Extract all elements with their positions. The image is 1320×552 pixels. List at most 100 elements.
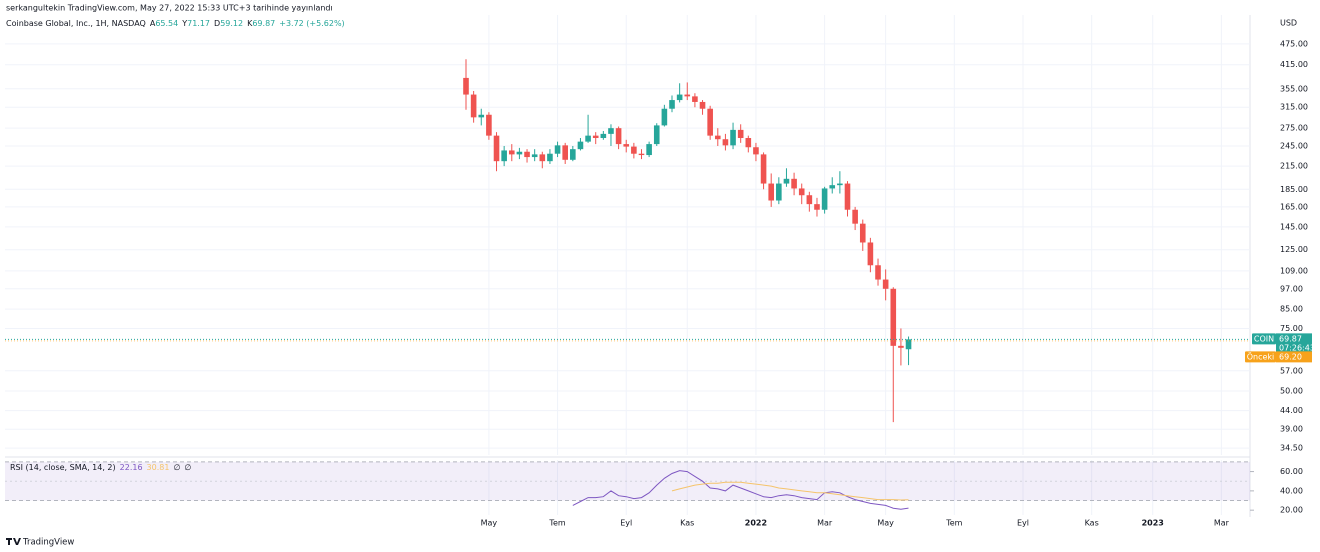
candle-body	[638, 153, 645, 156]
x-tick-label: 2022	[745, 519, 767, 528]
candle-body	[478, 114, 485, 118]
candle-body	[463, 77, 469, 95]
candle-body	[577, 141, 584, 150]
candle-body	[867, 242, 874, 266]
candle-body	[890, 288, 897, 346]
rsi-tick-label: 20.00	[1280, 506, 1303, 515]
previous-tag-label: Önceki	[1247, 351, 1275, 361]
candle-body	[730, 129, 736, 146]
candle-body	[676, 94, 683, 101]
candle-body	[760, 154, 767, 184]
candle-body	[829, 185, 836, 189]
candle-body	[875, 265, 881, 280]
candle-body	[791, 178, 797, 189]
y-tick-label: 315.00	[1280, 103, 1308, 112]
ohlc-label: K	[247, 19, 253, 28]
candle-body	[608, 128, 614, 134]
rsi-extra: ∅	[184, 463, 191, 472]
ohlc-value: 71.17	[187, 19, 210, 28]
y-tick-label: 50.00	[1280, 386, 1303, 395]
candle-body	[768, 183, 774, 201]
candle-body	[692, 96, 698, 102]
y-tick-label: 275.00	[1280, 124, 1308, 133]
x-tick-label: Eyl	[1017, 519, 1029, 528]
candle-body	[905, 339, 912, 350]
y-tick-label: 85.00	[1280, 305, 1303, 314]
candle-body	[646, 144, 652, 156]
symbol-tag-label: COIN	[1254, 334, 1274, 343]
y-tick-label: 57.00	[1280, 366, 1303, 375]
previous-tag	[1245, 351, 1276, 363]
candle-body	[508, 150, 515, 155]
candle-body	[714, 135, 721, 140]
candle-body	[516, 151, 523, 155]
x-tick-label: Kas	[680, 519, 694, 528]
candle-body	[753, 147, 759, 155]
symbol-tag	[1252, 333, 1276, 345]
y-tick-label: 355.00	[1280, 84, 1308, 93]
previous-price-tag	[1276, 351, 1312, 363]
y-tick-label: 97.00	[1280, 284, 1303, 293]
brand: TradingView	[22, 538, 74, 548]
ohlc-label: Y	[181, 19, 187, 28]
rsi-band	[5, 461, 1250, 501]
candle-body	[524, 151, 530, 158]
candle-body	[493, 135, 500, 162]
y-tick-label: 125.00	[1280, 245, 1308, 254]
candle-body	[539, 154, 546, 162]
y-tick-label: 165.00	[1280, 202, 1308, 211]
y-tick-label: 215.00	[1280, 162, 1308, 171]
candle-body	[821, 188, 828, 210]
rsi-line	[671, 481, 909, 501]
candle-body	[661, 108, 668, 126]
symbol-name: Coinbase Global, Inc., 1H, NASDAQ	[6, 19, 146, 28]
ohlc-value: 59.12	[220, 19, 243, 28]
candle-body	[653, 125, 660, 145]
brand-logo	[6, 538, 21, 545]
candle-body	[898, 345, 904, 348]
currency: USD	[1280, 19, 1297, 28]
candle-body	[615, 128, 622, 145]
candle-body	[501, 150, 507, 162]
y-tick-label: 415.00	[1280, 60, 1308, 69]
candle-body	[745, 138, 752, 148]
candle-body	[859, 223, 866, 243]
x-tick-label: Tem	[945, 519, 962, 528]
candle-body	[562, 145, 568, 160]
price-tag-value: 69.87	[1279, 334, 1302, 343]
author-line: serkangultekin TradingView.com, May 27, …	[6, 4, 333, 13]
candle-body	[631, 146, 637, 154]
candle-body	[852, 209, 858, 224]
candle-body	[684, 94, 691, 97]
y-tick-label: 475.00	[1280, 39, 1308, 48]
candle-body	[806, 195, 813, 205]
x-tick-label: May	[481, 519, 498, 528]
candle-body	[814, 204, 820, 210]
y-tick-label: 145.00	[1280, 222, 1308, 231]
candle-body	[531, 154, 538, 158]
ohlc-value: 69.87	[252, 19, 275, 28]
y-tick-label: 75.00	[1280, 324, 1303, 333]
rsi-tick-label: 60.00	[1280, 467, 1303, 476]
candle-body	[547, 153, 553, 162]
candle-body	[585, 135, 591, 142]
price-tag	[1276, 333, 1312, 354]
candle-body	[699, 101, 706, 109]
y-tick-label: 245.00	[1280, 141, 1308, 150]
x-tick-label: Mar	[1214, 519, 1230, 528]
candle-body	[592, 135, 599, 139]
y-tick-label: 34.50	[1280, 444, 1303, 453]
x-tick-label: Kas	[1085, 519, 1099, 528]
x-tick-label: May	[877, 519, 894, 528]
rsi-legend: RSI (14, close, SMA, 14, 2) 22.16 30.81 ∅ ∅	[10, 463, 191, 472]
ohlc-label: D	[214, 19, 220, 28]
candle-body	[554, 145, 561, 154]
x-tick-label: Mar	[817, 519, 833, 528]
rsi-tick-label: 40.00	[1280, 486, 1303, 495]
y-tick-label: 185.00	[1280, 185, 1308, 194]
countdown: 07:26:43	[1279, 343, 1315, 352]
candle-body	[737, 129, 744, 139]
candle-body	[707, 108, 713, 136]
